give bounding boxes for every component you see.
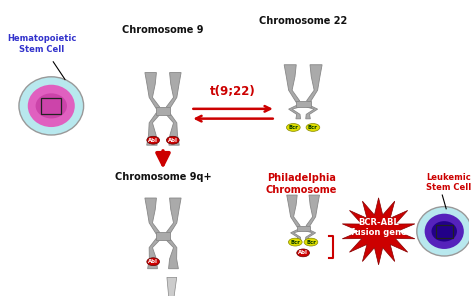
Polygon shape	[166, 73, 181, 109]
Text: Leukemic
Stem Cell: Leukemic Stem Cell	[426, 173, 471, 192]
Ellipse shape	[36, 93, 67, 118]
Ellipse shape	[431, 221, 457, 242]
Polygon shape	[166, 198, 181, 234]
Polygon shape	[145, 198, 160, 234]
Polygon shape	[147, 238, 160, 269]
Ellipse shape	[147, 136, 160, 144]
Ellipse shape	[425, 214, 464, 249]
Ellipse shape	[304, 238, 318, 246]
Text: Chromosome 22: Chromosome 22	[259, 16, 347, 26]
Polygon shape	[166, 113, 179, 145]
Text: Chromosome 9: Chromosome 9	[122, 25, 204, 36]
Polygon shape	[156, 232, 170, 240]
Polygon shape	[297, 226, 310, 231]
Ellipse shape	[19, 77, 83, 135]
Text: Abl: Abl	[168, 138, 178, 143]
Text: BCR-ABL
fusion gene: BCR-ABL fusion gene	[351, 218, 406, 237]
Text: Bcr: Bcr	[288, 125, 298, 130]
Polygon shape	[342, 198, 415, 265]
Ellipse shape	[288, 238, 302, 246]
Polygon shape	[167, 277, 177, 299]
Ellipse shape	[28, 85, 75, 127]
Polygon shape	[166, 238, 178, 269]
Text: Bcr: Bcr	[291, 239, 300, 245]
Text: Hematopoietic
Stem Cell: Hematopoietic Stem Cell	[7, 34, 76, 54]
Polygon shape	[289, 106, 301, 119]
Ellipse shape	[147, 258, 160, 266]
Polygon shape	[284, 65, 300, 102]
Text: Abl: Abl	[148, 138, 158, 143]
Text: Abl: Abl	[298, 250, 308, 255]
Polygon shape	[287, 195, 300, 227]
Polygon shape	[145, 73, 160, 109]
Polygon shape	[307, 65, 322, 102]
Text: Abl: Abl	[148, 259, 158, 264]
Ellipse shape	[306, 123, 320, 131]
Ellipse shape	[297, 249, 310, 257]
Text: Bcr: Bcr	[306, 239, 316, 245]
Polygon shape	[291, 230, 301, 241]
Polygon shape	[156, 107, 170, 115]
Ellipse shape	[166, 136, 179, 144]
Ellipse shape	[286, 123, 300, 131]
Polygon shape	[305, 230, 316, 241]
Ellipse shape	[417, 207, 472, 256]
Text: Philadelphia
Chromosome: Philadelphia Chromosome	[265, 173, 337, 195]
Polygon shape	[306, 195, 319, 227]
Polygon shape	[306, 106, 318, 119]
Polygon shape	[295, 101, 311, 107]
Polygon shape	[146, 113, 160, 145]
Text: t(9;22): t(9;22)	[210, 85, 256, 98]
Text: Bcr: Bcr	[308, 125, 318, 130]
Text: Chromosome 9q+: Chromosome 9q+	[115, 173, 211, 182]
